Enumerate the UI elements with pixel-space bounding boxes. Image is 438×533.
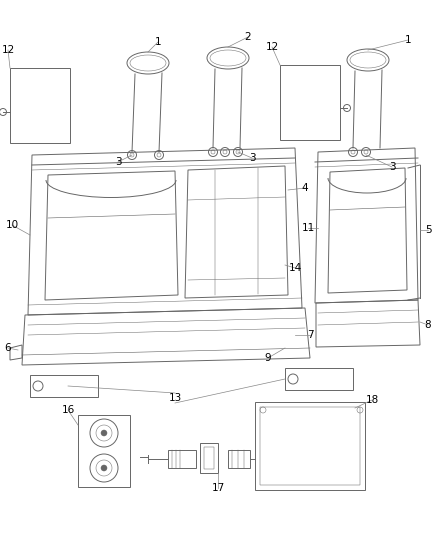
Text: 13: 13	[168, 393, 182, 403]
Text: 8: 8	[425, 320, 431, 330]
Text: 1: 1	[155, 37, 161, 47]
Bar	[200, 443, 218, 473]
Bar	[78, 415, 130, 487]
Text: 1: 1	[405, 35, 411, 45]
Ellipse shape	[101, 465, 107, 471]
Bar	[285, 368, 353, 390]
Bar	[280, 65, 340, 140]
Bar	[260, 407, 360, 485]
Bar	[10, 68, 70, 143]
Bar	[168, 450, 196, 468]
Text: 4: 4	[302, 183, 308, 193]
Bar	[255, 402, 365, 490]
Text: 17: 17	[212, 483, 225, 493]
Text: 14: 14	[288, 263, 302, 273]
Text: 6: 6	[5, 343, 11, 353]
Text: 9: 9	[265, 353, 271, 363]
Text: 3: 3	[389, 162, 396, 172]
Text: 10: 10	[5, 220, 18, 230]
Text: 12: 12	[265, 42, 279, 52]
Text: 11: 11	[301, 223, 314, 233]
Ellipse shape	[101, 430, 107, 436]
Text: 2: 2	[245, 32, 251, 42]
Bar	[228, 450, 250, 468]
Text: 3: 3	[249, 153, 255, 163]
Text: 5: 5	[425, 225, 431, 235]
Text: 18: 18	[365, 395, 378, 405]
Text: 16: 16	[61, 405, 74, 415]
Bar	[204, 447, 214, 469]
Bar	[30, 375, 98, 397]
Text: 3: 3	[115, 157, 121, 167]
Text: 7: 7	[307, 330, 313, 340]
Text: 12: 12	[1, 45, 14, 55]
